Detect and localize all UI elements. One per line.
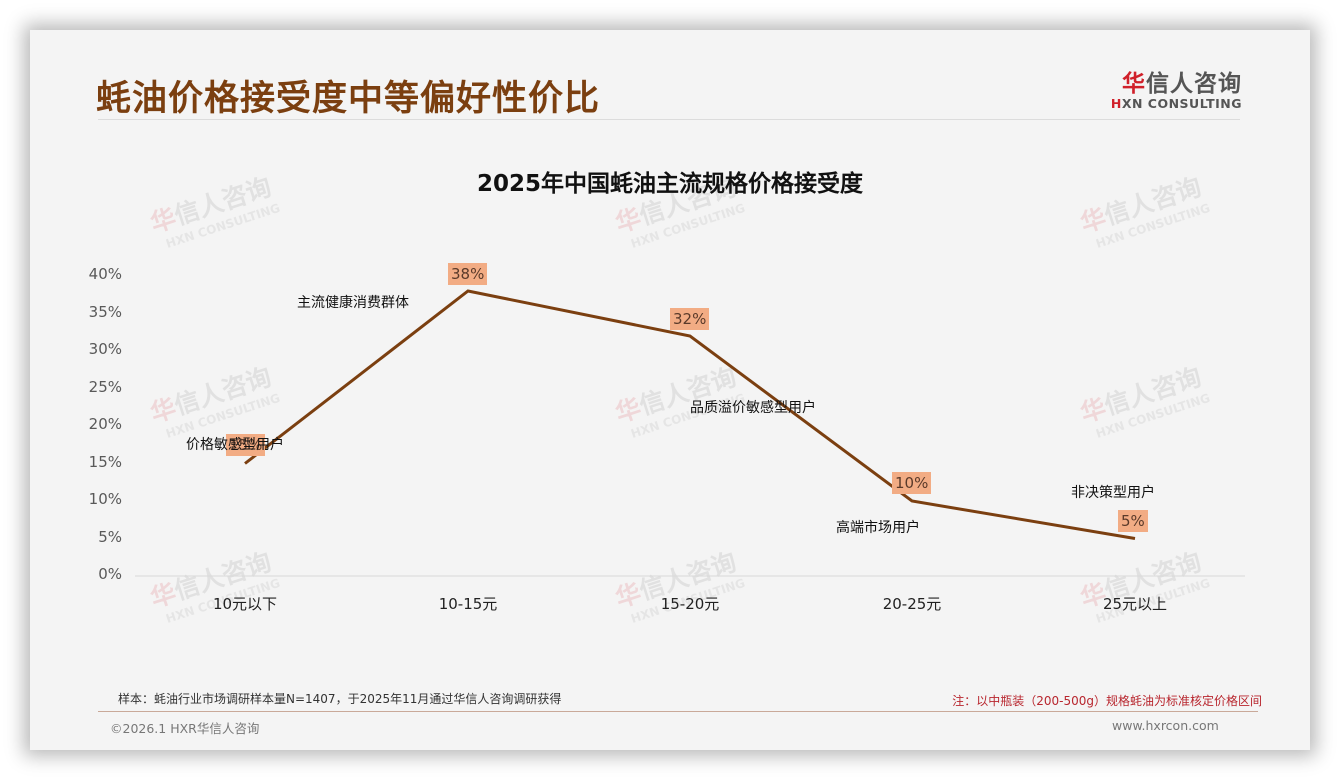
data-label: 32%: [670, 308, 710, 330]
website-link[interactable]: www.hxrcon.com: [1112, 718, 1219, 733]
series-line: [244, 289, 1136, 540]
data-label: 10%: [892, 472, 932, 494]
y-tick: 40%: [88, 265, 122, 283]
slide: 蚝油价格接受度中等偏好性价比 华信人咨询 HXN CONSULTING 华信人咨…: [30, 30, 1310, 750]
data-label: 5%: [1118, 510, 1148, 532]
x-tick: 10元以下: [212, 595, 278, 613]
x-tick: 10-15元: [438, 595, 498, 613]
title-divider: [98, 119, 1240, 120]
x-tick: 20-25元: [882, 595, 942, 613]
y-tick: 20%: [88, 415, 122, 433]
logo-cn: 华信人咨询: [1110, 64, 1242, 98]
spec-note: 注：以中瓶装（200-500g）规格蚝油为标准核定价格区间: [952, 694, 1262, 708]
logo-en-text: XN CONSULTING: [1121, 96, 1242, 111]
logo-en: HXN CONSULTING: [1110, 96, 1242, 111]
annotation-price-sensitive: 价格敏感型用户: [186, 437, 284, 453]
y-tick: 30%: [88, 340, 122, 358]
data-label: 38%: [448, 263, 488, 285]
copyright: ©2026.1 HXR华信人咨询: [110, 721, 260, 736]
sample-note: 样本：蚝油行业市场调研样本量N=1407，于2025年11月通过华信人咨询调研获…: [118, 692, 562, 706]
y-tick: 35%: [88, 303, 122, 321]
annotation-mainstream: 主流健康消费群体: [297, 295, 409, 311]
logo-cn-text: 信人咨询: [1146, 71, 1242, 97]
annotation-non-decision: 非决策型用户: [1071, 485, 1155, 501]
footer-divider: [98, 711, 1258, 712]
company-logo: 华信人咨询 HXN CONSULTING: [1110, 64, 1242, 111]
page-title: 蚝油价格接受度中等偏好性价比: [96, 79, 601, 119]
y-tick: 5%: [98, 528, 122, 546]
x-tick: 15-20元: [660, 595, 720, 613]
logo-mark: 华: [1122, 71, 1146, 97]
annotation-high-end: 高端市场用户: [836, 520, 920, 536]
annotation-quality-premium: 品质溢价敏感型用户: [690, 400, 816, 416]
chart-title: 2025年中国蚝油主流规格价格接受度: [476, 171, 863, 197]
line-plot: [135, 289, 1245, 577]
x-tick: 25元以上: [1102, 595, 1168, 613]
data-label: 15%: [226, 434, 266, 456]
y-tick: 25%: [88, 378, 122, 396]
y-tick: 0%: [98, 565, 122, 583]
logo-en-mark: H: [1110, 96, 1122, 111]
y-tick: 15%: [88, 453, 122, 471]
y-tick: 10%: [88, 490, 122, 508]
